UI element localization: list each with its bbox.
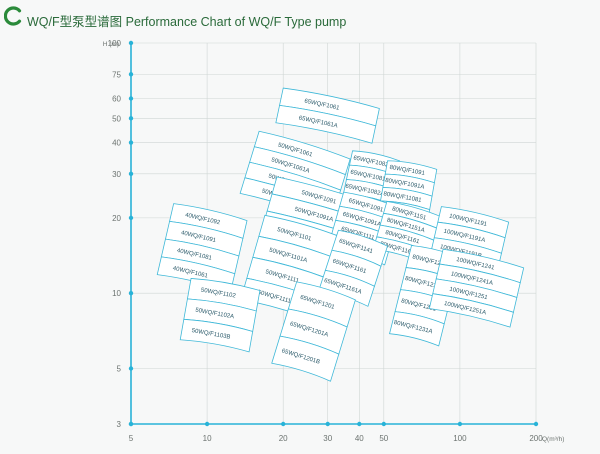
y-axis-unit: H (m): [103, 41, 119, 48]
y-tick-label: 40: [112, 139, 121, 148]
x-tick-label: 20: [279, 434, 288, 443]
y-tick-label: 30: [112, 170, 121, 179]
performance-band: [275, 104, 377, 144]
performance-band: [389, 311, 445, 347]
circular-logo-icon: [4, 6, 22, 26]
chart-title: WQ/F型泵型谱图 Performance Chart of WQ/F Type…: [27, 15, 347, 29]
x-tick-label: 40: [355, 434, 364, 443]
model-bands: 65WQ/F106165WQ/F1061A50WQ/F106150WQ/F106…: [156, 87, 525, 382]
y-tick-label: 75: [112, 70, 121, 79]
x-axis-unit: Q(m³/h): [542, 436, 564, 443]
performance-band: [271, 335, 340, 382]
y-tick-label: 10: [112, 289, 121, 298]
x-tick-label: 5: [129, 434, 134, 443]
y-tick-label: 60: [112, 95, 121, 104]
y-tick-label: 5: [117, 364, 122, 373]
performance-band: [179, 318, 254, 353]
x-tick-label: 10: [203, 434, 212, 443]
x-tick-label: 200: [529, 434, 543, 443]
chart-header: WQ/F型泵型谱图 Performance Chart of WQ/F Type…: [0, 0, 600, 34]
x-tick-label: 50: [379, 434, 388, 443]
performance-band: [428, 293, 514, 328]
x-tick-label: 100: [453, 434, 467, 443]
y-tick-label: 100: [108, 39, 122, 48]
y-tick-label: 3: [117, 420, 122, 429]
y-tick-label: 50: [112, 114, 121, 123]
y-tick-label: 20: [112, 214, 121, 223]
x-tick-label: 30: [323, 434, 332, 443]
band-group: 100WQ/F1241100WQ/F1241A100WQ/F1251100WQ/…: [428, 248, 525, 328]
